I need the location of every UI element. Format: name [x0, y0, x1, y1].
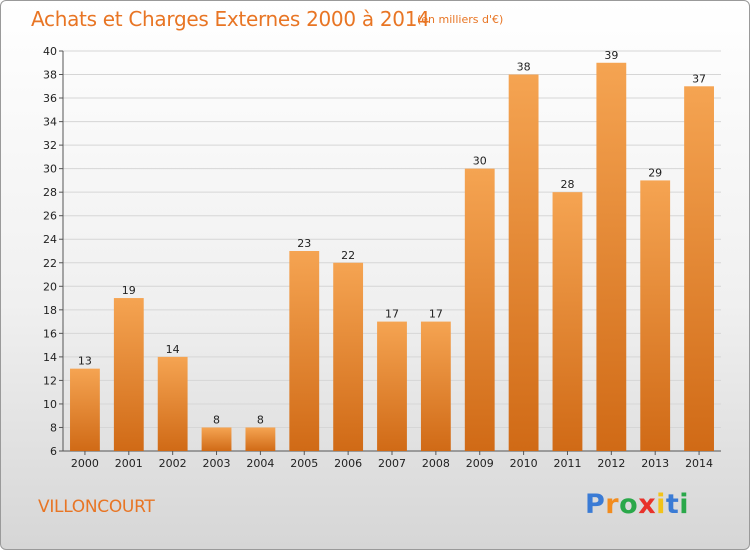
data-label: 28: [560, 178, 574, 191]
bar: [333, 262, 364, 451]
proxiti-logo: Proxiti: [585, 489, 689, 520]
x-tick-label: 2012: [597, 457, 625, 470]
x-tick-label: 2008: [422, 457, 450, 470]
y-tick-label: 20: [43, 280, 57, 293]
data-label: 29: [648, 166, 662, 179]
x-tick-label: 2006: [334, 457, 362, 470]
bar: [640, 180, 671, 452]
y-tick-label: 26: [43, 210, 57, 223]
y-tick-labels: 6 8 10 12 14 16 18 20 22 24 26 28 30 32 34 36 38 40: [43, 45, 57, 458]
y-tick-label: 40: [43, 45, 57, 58]
chart-title: Achats et Charges Externes 2000 à 2014: [31, 7, 430, 31]
logo-letter: o: [619, 489, 639, 520]
data-label: 19: [122, 284, 136, 297]
commune-name: VILLONCOURT: [38, 497, 155, 517]
y-tick-label: 12: [43, 374, 57, 387]
bar: [464, 168, 495, 451]
bar: [157, 356, 188, 451]
y-tick-label: 32: [43, 139, 57, 152]
x-tick-label: 2011: [553, 457, 581, 470]
bar: [552, 192, 583, 452]
x-tick-label: 2002: [159, 457, 187, 470]
bar: [420, 321, 451, 451]
data-label: 38: [517, 61, 531, 74]
data-label: 14: [166, 343, 180, 356]
y-tick-label: 38: [43, 69, 57, 82]
y-tick-label: 30: [43, 163, 57, 176]
bar: [201, 427, 232, 451]
data-label: 17: [429, 308, 443, 321]
y-tick-label: 8: [50, 421, 57, 434]
logo-letter: t: [665, 489, 680, 520]
data-label: 8: [213, 413, 220, 426]
logo-letter: P: [585, 489, 606, 520]
x-tick-label: 2009: [466, 457, 494, 470]
y-tick-label: 34: [43, 116, 57, 129]
bar: [70, 368, 100, 451]
y-tick-label: 14: [43, 351, 57, 364]
bar: [508, 74, 539, 451]
bars: [70, 62, 714, 452]
chart-unit: (en milliers d'€): [417, 13, 504, 26]
bar: [377, 321, 407, 451]
y-tick-label: 6: [50, 445, 57, 458]
x-tick-label: 2013: [641, 457, 669, 470]
x-tick-labels: 2000 2001 2002 2003 2004 2005 2006 2007 2008 2009…: [71, 451, 713, 470]
x-tick-label: 2003: [203, 457, 231, 470]
bar: [596, 62, 627, 451]
data-label: 22: [341, 249, 355, 262]
logo-letter: i: [656, 489, 666, 520]
bar: [684, 86, 714, 451]
data-label: 30: [473, 155, 487, 168]
data-label: 8: [257, 413, 264, 426]
y-tick-label: 18: [43, 304, 57, 317]
x-tick-label: 2004: [246, 457, 274, 470]
data-label: 39: [604, 49, 618, 62]
y-tick-label: 24: [43, 233, 57, 246]
bar: [245, 427, 276, 451]
data-label: 17: [385, 308, 399, 321]
x-tick-label: 2014: [685, 457, 713, 470]
x-tick-label: 2010: [510, 457, 538, 470]
y-tick-label: 28: [43, 186, 57, 199]
bar: [113, 298, 144, 451]
data-label: 23: [297, 237, 311, 250]
data-label: 13: [78, 355, 92, 368]
logo-letter: r: [605, 489, 620, 520]
y-tick-label: 22: [43, 257, 57, 270]
x-tick-label: 2007: [378, 457, 406, 470]
data-label: 37: [692, 72, 706, 85]
logo-letter: i: [679, 489, 690, 520]
x-tick-label: 2000: [71, 457, 99, 470]
data-labels: 13 19 14 8 8 23 22 17 17 30 38 28 39 29 37: [78, 49, 706, 427]
y-tick-label: 10: [43, 398, 57, 411]
bar: [289, 251, 320, 451]
logo-letter: x: [638, 489, 657, 520]
y-tick-label: 36: [43, 92, 57, 105]
x-tick-label: 2005: [290, 457, 318, 470]
x-tick-label: 2001: [115, 457, 143, 470]
y-tick-label: 16: [43, 327, 57, 340]
